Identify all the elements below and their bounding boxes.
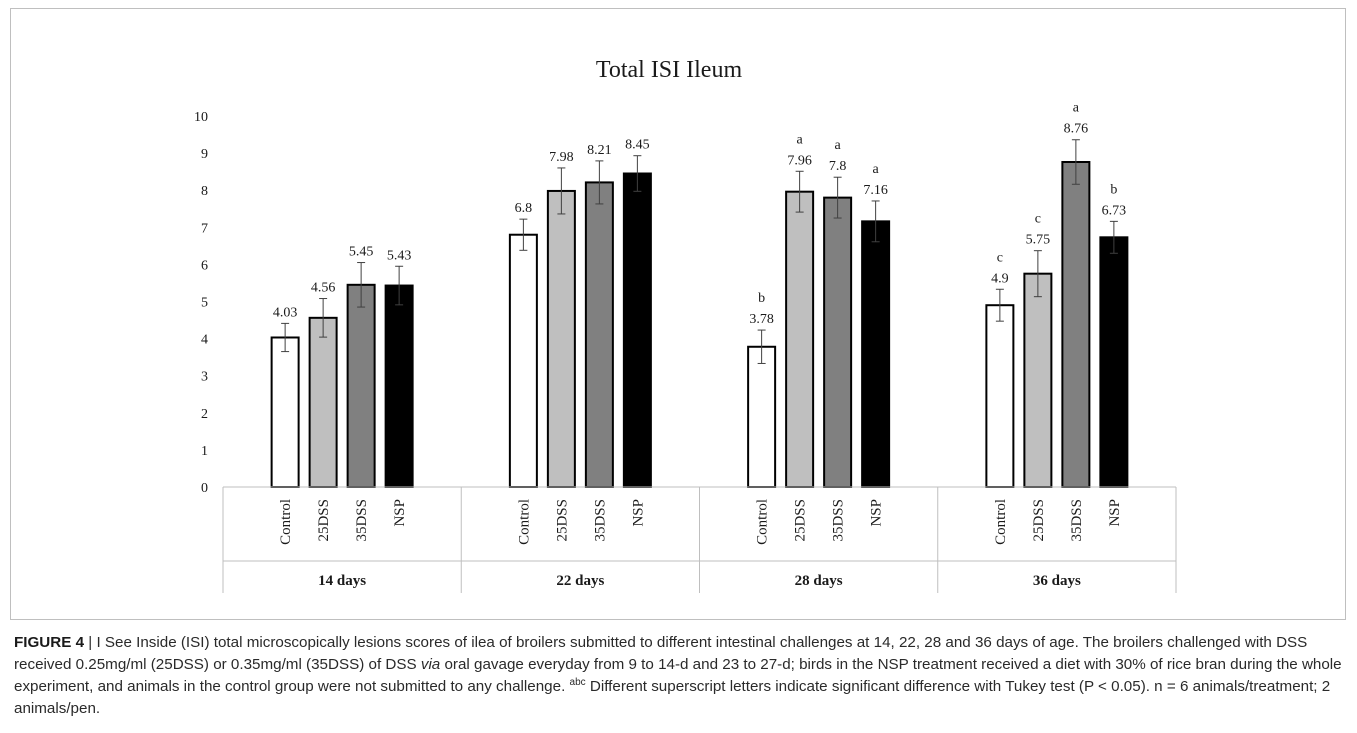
x-tick-label: Control [755, 499, 771, 545]
figure-caption: FIGURE 4 | I See Inside (ISI) total micr… [14, 632, 1344, 720]
bar [508, 233, 538, 488]
group-label: 14 days [318, 573, 366, 589]
x-tick-label: 35DSS [831, 499, 847, 542]
x-tick-label: Control [993, 499, 1009, 545]
y-tick-label: 10 [194, 110, 208, 125]
bar [384, 284, 414, 488]
data-label: 8.21 [587, 143, 612, 158]
caption-superscript: abc [569, 676, 586, 688]
x-tick-label: 25DSS [316, 499, 332, 542]
bar [985, 304, 1015, 488]
bar [823, 196, 853, 488]
y-tick-label: 2 [201, 407, 208, 422]
data-label: 7.96 [787, 153, 812, 168]
figure-label: FIGURE 4 [14, 634, 85, 651]
x-tick-label: 35DSS [592, 499, 608, 542]
caption-separator: | [84, 634, 97, 651]
bar [1023, 272, 1053, 488]
data-label: 4.03 [273, 305, 298, 320]
significance-letter: c [997, 250, 1003, 265]
bar [622, 172, 652, 488]
data-label: 7.16 [863, 183, 888, 198]
x-tick-label: Control [516, 499, 532, 545]
data-label: 7.8 [829, 159, 847, 174]
bar [270, 336, 300, 488]
x-tick-label: 25DSS [554, 499, 570, 542]
group-label: 36 days [1033, 573, 1081, 589]
bar [546, 189, 576, 489]
x-tick-label: Control [278, 499, 294, 545]
caption-text-3: Different superscript letters indicate s… [14, 678, 1331, 717]
bar [584, 181, 614, 488]
significance-letter: c [1035, 212, 1041, 227]
group-label: 22 days [556, 573, 604, 589]
bar [346, 283, 376, 488]
x-tick-label: 25DSS [793, 499, 809, 542]
data-label: 8.45 [625, 138, 650, 153]
y-tick-label: 4 [201, 333, 208, 348]
significance-letter: a [797, 132, 804, 147]
y-tick-label: 8 [201, 184, 208, 199]
significance-letter: a [1073, 101, 1080, 116]
bar [861, 220, 891, 488]
x-tick-label: NSP [1107, 499, 1123, 527]
bar [785, 190, 815, 489]
significance-letter: b [758, 291, 765, 306]
data-label: 4.56 [311, 281, 336, 296]
x-tick-label: 25DSS [1031, 499, 1047, 542]
x-axis: 14 days Control 25DSS 35DSS NSP 22 days Contro… [222, 486, 1177, 593]
y-tick-label: 1 [201, 444, 208, 459]
data-label: 5.75 [1026, 233, 1051, 248]
significance-letter: b [1110, 182, 1117, 197]
chart-frame: Total ISI Ileum 0 1 2 3 4 5 6 7 8 9 10 4.03 4.56 5.4… [10, 8, 1346, 620]
bar [1099, 236, 1129, 488]
caption-text-1: I See Inside (ISI) total microscopically… [14, 634, 1308, 673]
group-label: 28 days [795, 573, 843, 589]
chart-title: Total ISI Ileum [596, 57, 743, 83]
bar [308, 316, 338, 488]
y-tick-label: 0 [201, 481, 208, 496]
y-tick-label: 7 [201, 221, 208, 236]
bar [1061, 161, 1091, 488]
data-label: 4.9 [991, 271, 1009, 286]
y-tick-label: 3 [201, 370, 208, 385]
data-label: 5.43 [387, 248, 412, 263]
data-label: 7.98 [549, 150, 574, 165]
data-label: 8.76 [1064, 122, 1089, 137]
data-label: 6.8 [515, 201, 533, 216]
data-label: 5.45 [349, 245, 374, 260]
x-tick-label: NSP [869, 499, 885, 527]
significance-letter: a [835, 138, 842, 153]
data-label: 6.73 [1102, 203, 1127, 218]
bar-chart: Total ISI Ileum 0 1 2 3 4 5 6 7 8 9 10 4.03 4.56 5.4… [194, 57, 1177, 593]
data-label: 3.78 [749, 312, 774, 327]
x-tick-label: 35DSS [354, 499, 370, 542]
x-tick-label: 35DSS [1069, 499, 1085, 542]
y-tick-label: 6 [201, 258, 208, 273]
significance-letter: a [873, 162, 880, 177]
caption-via: via [420, 656, 441, 673]
caption-text-2: oral gavage everyday from 9 to 14-d and … [14, 656, 1342, 695]
x-tick-label: NSP [392, 499, 408, 527]
x-tick-label: NSP [630, 499, 646, 527]
y-axis: 0 1 2 3 4 5 6 7 8 9 10 [194, 110, 208, 496]
y-tick-label: 5 [201, 296, 208, 311]
bars: 4.03 4.56 5.45 5.43 6.8 7.98 8.21 8.45 3.78 b 7.96… [270, 101, 1129, 489]
bar [747, 345, 777, 488]
y-tick-label: 9 [201, 147, 208, 162]
